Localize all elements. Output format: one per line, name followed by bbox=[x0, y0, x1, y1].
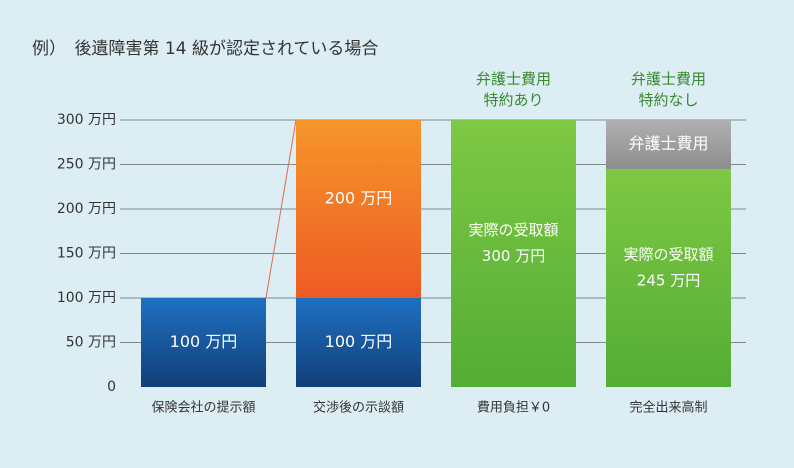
bar-segment bbox=[606, 120, 731, 169]
bar-segment bbox=[296, 298, 421, 387]
x-category-label: 費用負担￥0 bbox=[477, 401, 550, 416]
column-header: 弁護士費用 bbox=[476, 70, 551, 88]
bar-segment bbox=[606, 168, 731, 387]
connector-line bbox=[265, 119, 297, 299]
bar-value-label: 実際の受取額 bbox=[623, 245, 713, 263]
y-tick-label: 200 万円 bbox=[57, 201, 116, 217]
x-category-label: 保険会社の提示額 bbox=[151, 400, 255, 416]
y-tick-label: 100 万円 bbox=[57, 290, 116, 306]
chart-title: 例） 後遺障害第 14 級が認定されている場合 bbox=[32, 39, 379, 59]
y-tick-label: 250 万円 bbox=[57, 157, 116, 173]
y-tick-label: 150 万円 bbox=[57, 246, 116, 262]
column-header: 特約なし bbox=[638, 91, 698, 109]
column-header: 特約あり bbox=[483, 91, 543, 109]
y-tick-label: 0 bbox=[107, 379, 116, 395]
bar-segment bbox=[141, 298, 266, 387]
column-header: 弁護士費用 bbox=[631, 70, 706, 88]
bar-value-label: 実際の受取額 bbox=[468, 221, 558, 239]
bar-value-label: 200 万円 bbox=[325, 189, 393, 208]
bar-value-label: 245 万円 bbox=[637, 271, 700, 289]
bar-segment bbox=[296, 120, 421, 298]
y-tick-label: 50 万円 bbox=[66, 335, 116, 351]
bar-value-label: 300 万円 bbox=[482, 247, 545, 265]
bar-value-label: 弁護士費用 bbox=[628, 134, 708, 153]
bar-segment bbox=[451, 120, 576, 387]
x-category-label: 交渉後の示談額 bbox=[313, 400, 404, 416]
x-category-label: 完全出来高制 bbox=[629, 400, 707, 416]
y-tick-label: 300 万円 bbox=[57, 112, 116, 128]
bar-value-label: 100 万円 bbox=[325, 332, 393, 351]
bar-value-label: 100 万円 bbox=[170, 332, 238, 351]
